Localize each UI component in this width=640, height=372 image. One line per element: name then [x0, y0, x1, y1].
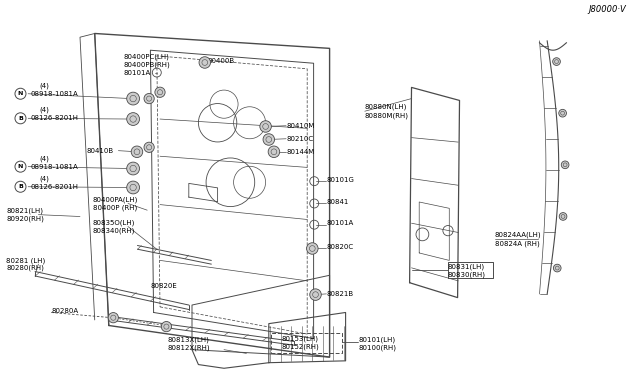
- Circle shape: [15, 113, 26, 124]
- Circle shape: [127, 162, 140, 175]
- Circle shape: [553, 58, 561, 65]
- Circle shape: [561, 161, 569, 169]
- Circle shape: [554, 264, 561, 272]
- Text: 80820C: 80820C: [326, 244, 353, 250]
- Circle shape: [127, 92, 140, 105]
- Circle shape: [155, 87, 165, 97]
- Text: 80280(RH): 80280(RH): [6, 264, 44, 271]
- Text: J80000·V: J80000·V: [588, 5, 626, 14]
- Text: 80281 (LH): 80281 (LH): [6, 257, 45, 264]
- Circle shape: [127, 113, 140, 125]
- Circle shape: [15, 161, 26, 172]
- Text: 80813X(LH): 80813X(LH): [168, 336, 209, 343]
- Circle shape: [268, 146, 280, 157]
- Circle shape: [144, 93, 154, 104]
- Text: 80831(LH): 80831(LH): [448, 263, 485, 270]
- Circle shape: [127, 181, 140, 194]
- Text: 80820E: 80820E: [150, 283, 177, 289]
- Text: 80812X(RH): 80812X(RH): [168, 344, 211, 351]
- Circle shape: [131, 146, 143, 157]
- Text: 80880N(LH): 80880N(LH): [365, 104, 407, 110]
- Text: 08918-1081A: 08918-1081A: [31, 91, 79, 97]
- Text: 80101A: 80101A: [124, 70, 151, 76]
- Text: (4): (4): [40, 155, 49, 162]
- Text: 80400P (RH): 80400P (RH): [93, 204, 137, 211]
- Text: 80824AA(LH): 80824AA(LH): [495, 232, 541, 238]
- Circle shape: [263, 134, 275, 145]
- Text: 80835O(LH): 80835O(LH): [93, 219, 135, 226]
- Text: 80400PB(RH): 80400PB(RH): [124, 62, 170, 68]
- Text: 80841: 80841: [326, 199, 349, 205]
- Text: 80821(LH): 80821(LH): [6, 208, 44, 214]
- Text: 08918-1081A: 08918-1081A: [31, 164, 79, 170]
- Text: 80101G: 80101G: [326, 177, 355, 183]
- Circle shape: [199, 57, 211, 68]
- Circle shape: [559, 213, 567, 220]
- Circle shape: [559, 109, 566, 117]
- Text: (4): (4): [40, 82, 49, 89]
- Text: N: N: [18, 91, 23, 96]
- Text: 80210C: 80210C: [286, 136, 313, 142]
- Text: B: B: [18, 116, 23, 121]
- Text: 80153(LH): 80153(LH): [282, 335, 319, 342]
- Circle shape: [15, 88, 26, 99]
- Text: 80830(RH): 80830(RH): [448, 271, 486, 278]
- Text: 80280A: 80280A: [51, 308, 78, 314]
- Text: 80920(RH): 80920(RH): [6, 215, 44, 222]
- Text: 08126-8201H: 08126-8201H: [31, 115, 79, 121]
- Text: 80100(RH): 80100(RH): [358, 344, 396, 351]
- Circle shape: [307, 243, 318, 254]
- Circle shape: [310, 289, 321, 300]
- Circle shape: [260, 121, 271, 132]
- Text: 80144M: 80144M: [286, 149, 314, 155]
- Circle shape: [108, 312, 118, 323]
- Text: 80101(LH): 80101(LH): [358, 336, 396, 343]
- Circle shape: [144, 142, 154, 153]
- Text: 80410M: 80410M: [286, 123, 314, 129]
- Text: 80880M(RH): 80880M(RH): [365, 112, 409, 119]
- Text: 80152(RH): 80152(RH): [282, 343, 319, 350]
- Text: 808340(RH): 808340(RH): [93, 227, 135, 234]
- Text: N: N: [18, 164, 23, 169]
- Text: 80400PC(LH): 80400PC(LH): [124, 54, 170, 60]
- Text: 80821B: 80821B: [326, 291, 353, 297]
- Text: 08126-8201H: 08126-8201H: [31, 184, 79, 190]
- Circle shape: [161, 321, 172, 332]
- Text: 80101A: 80101A: [326, 220, 354, 226]
- Text: 80410B: 80410B: [86, 148, 113, 154]
- Text: (4): (4): [40, 175, 49, 182]
- Text: 80400B: 80400B: [208, 58, 235, 64]
- Text: (4): (4): [40, 107, 49, 113]
- Circle shape: [15, 181, 26, 192]
- Text: B: B: [18, 184, 23, 189]
- Text: 80824A (RH): 80824A (RH): [495, 240, 540, 247]
- Text: 80400PA(LH): 80400PA(LH): [93, 196, 138, 203]
